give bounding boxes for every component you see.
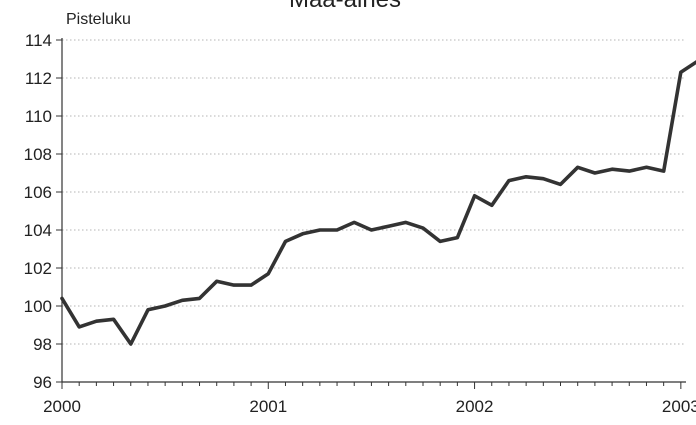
data-point [95,320,98,323]
data-point [439,240,441,243]
data-point [662,170,665,172]
data-point [301,233,304,235]
y-tick-label: 112 [25,69,52,88]
data-point [336,229,338,231]
data-point [78,326,80,328]
data-point [611,168,613,170]
y-tick-label: 102 [24,259,52,278]
data-point [508,179,510,182]
data-point [525,176,527,178]
axes [56,38,686,389]
data-point [645,166,648,169]
data-point [267,272,270,275]
x-tick-label-2003: 2003 [662,397,696,416]
data-point [233,284,235,286]
data-point [456,236,459,239]
data-point [405,221,407,224]
x-tick-label-2001: 2001 [249,397,287,416]
chart-title: Maa-aines [289,0,401,13]
y-tick-label: 110 [25,107,52,126]
data-point [319,229,321,231]
data-point [284,240,287,243]
data-point [542,177,545,180]
data-point [181,299,184,302]
data-point [129,343,132,345]
data-point [387,225,390,227]
data-point [112,318,115,321]
data-point [250,284,252,286]
data-point [628,170,631,172]
series-line-0 [60,60,696,346]
y-tick-label: 96 [33,373,52,392]
data-point [353,221,356,224]
data-point [490,204,493,207]
x-tick-label-2000: 2000 [43,397,81,416]
data-point [370,229,373,231]
data-point [559,183,562,186]
y-tick-label: 106 [24,183,52,202]
y-tick-label: 114 [25,31,52,50]
data-point [61,297,63,300]
series-layer [60,60,696,346]
y-tick-label: 98 [33,335,52,354]
grid-lines [62,39,686,345]
y-tick-label: 108 [24,145,52,164]
data-point [680,71,682,74]
x-tick-label-2002: 2002 [456,397,494,416]
data-point [198,297,201,300]
data-point [576,166,579,169]
data-point [422,227,424,229]
tick-labels: 96 98 100 102 104 106 108 110 112 114 2000 2001 2002… [24,31,696,416]
y-axis-label: Pisteluku [66,11,131,28]
data-point [594,172,596,174]
data-point [164,305,166,307]
data-point [473,195,476,197]
data-point [215,280,218,283]
y-tick-label: 104 [24,221,52,240]
data-point [147,309,149,311]
y-tick-label: 100 [24,297,52,316]
